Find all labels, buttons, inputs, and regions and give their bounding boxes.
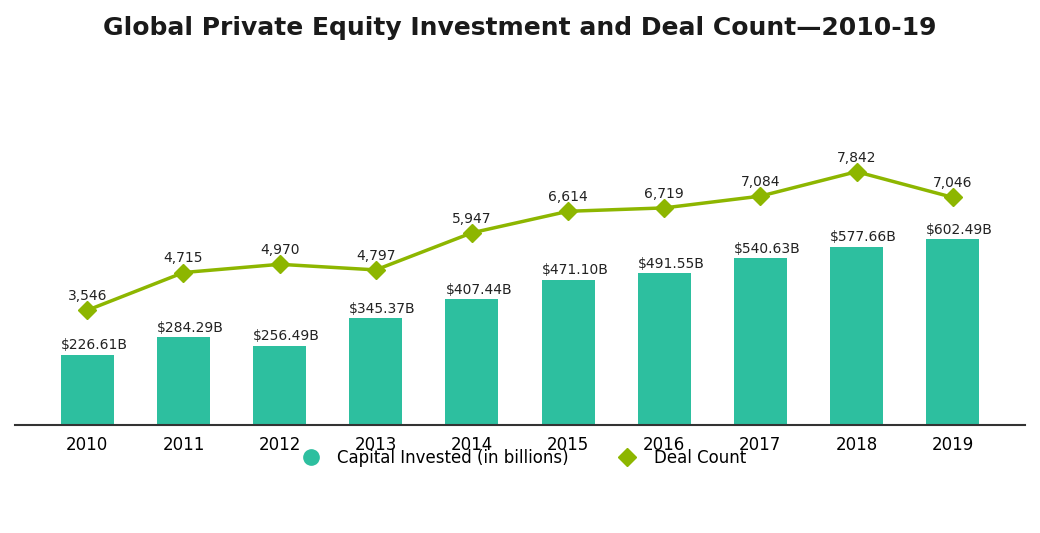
Text: 7,842: 7,842	[837, 151, 877, 165]
Text: $602.49B: $602.49B	[927, 223, 993, 237]
Text: 7,084: 7,084	[740, 175, 780, 189]
Text: $577.66B: $577.66B	[830, 230, 896, 244]
Text: 4,715: 4,715	[163, 252, 203, 265]
Text: 7,046: 7,046	[933, 176, 972, 190]
Bar	[927, 239, 979, 425]
Text: $226.61B: $226.61B	[61, 338, 128, 352]
Text: $345.37B: $345.37B	[349, 302, 416, 316]
Bar	[638, 273, 691, 425]
Text: $284.29B: $284.29B	[157, 321, 224, 335]
Text: 5,947: 5,947	[452, 212, 492, 225]
Bar	[734, 258, 787, 425]
Text: 6,719: 6,719	[645, 187, 684, 201]
Bar	[253, 345, 306, 425]
Text: $256.49B: $256.49B	[253, 329, 320, 343]
Bar	[157, 337, 210, 425]
Text: Global Private Equity Investment and Deal Count—2010-19: Global Private Equity Investment and Dea…	[103, 16, 937, 40]
Text: 6,614: 6,614	[548, 190, 588, 204]
Bar	[542, 280, 595, 425]
Text: 4,797: 4,797	[356, 249, 395, 263]
Bar	[445, 299, 498, 425]
Legend: Capital Invested (in billions), Deal Count: Capital Invested (in billions), Deal Cou…	[287, 442, 753, 474]
Text: 3,546: 3,546	[68, 289, 107, 303]
Text: $407.44B: $407.44B	[445, 282, 512, 297]
Bar	[61, 355, 113, 425]
Bar	[349, 318, 402, 425]
Text: $540.63B: $540.63B	[734, 241, 801, 256]
Text: $471.10B: $471.10B	[542, 263, 608, 277]
Text: 4,970: 4,970	[260, 243, 300, 257]
Text: $491.55B: $491.55B	[638, 257, 705, 271]
Bar	[830, 247, 883, 425]
